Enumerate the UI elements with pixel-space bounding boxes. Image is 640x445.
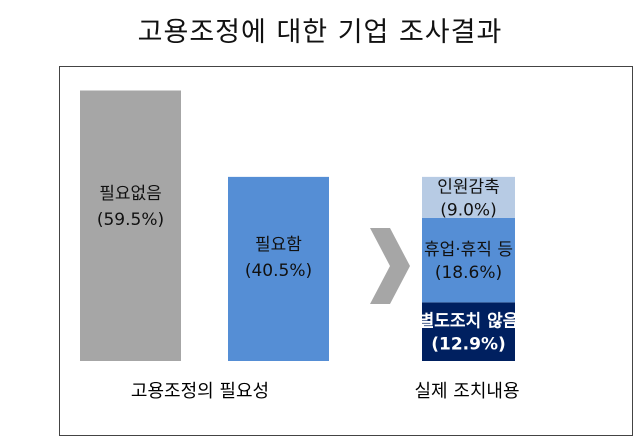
necessity-chart: 필요없음 (59.5%) 필요함 (40.5%) [80,90,329,361]
stack-segment [422,176,515,218]
segment-value-label: (18.6%) [435,263,502,283]
segment-value-label: (12.9%) [431,335,506,355]
x-axis-label-necessity: 고용조정의 필요성 [131,381,269,402]
segment-value-label: (9.0%) [440,200,496,220]
actions-chart: 별도조치 않음 (12.9%) 휴업·휴직 등 (18.6%) 인원감축 (9.0%) [419,176,519,361]
stack-segment [422,302,515,361]
chart-title: 고용조정에 대한 기업 조사결과 [137,17,503,48]
bar-not-needed [80,90,181,361]
bar-category-label: 필요함 [255,235,302,255]
segment-label: 별도조치 않음 [419,312,519,332]
stack-segment [422,217,515,303]
segment-label: 휴업·휴직 등 [424,240,513,260]
chart-frame [59,66,633,436]
bar-needed [228,176,329,361]
bar-value-label: (59.5%) [97,210,164,230]
arrow-icon [370,228,410,304]
segment-label: 인원감축 [437,177,500,197]
bar-category-label: 필요없음 [99,184,162,204]
x-axis-label-actions: 실제 조치내용 [414,381,519,402]
bar-value-label: (40.5%) [245,261,312,281]
